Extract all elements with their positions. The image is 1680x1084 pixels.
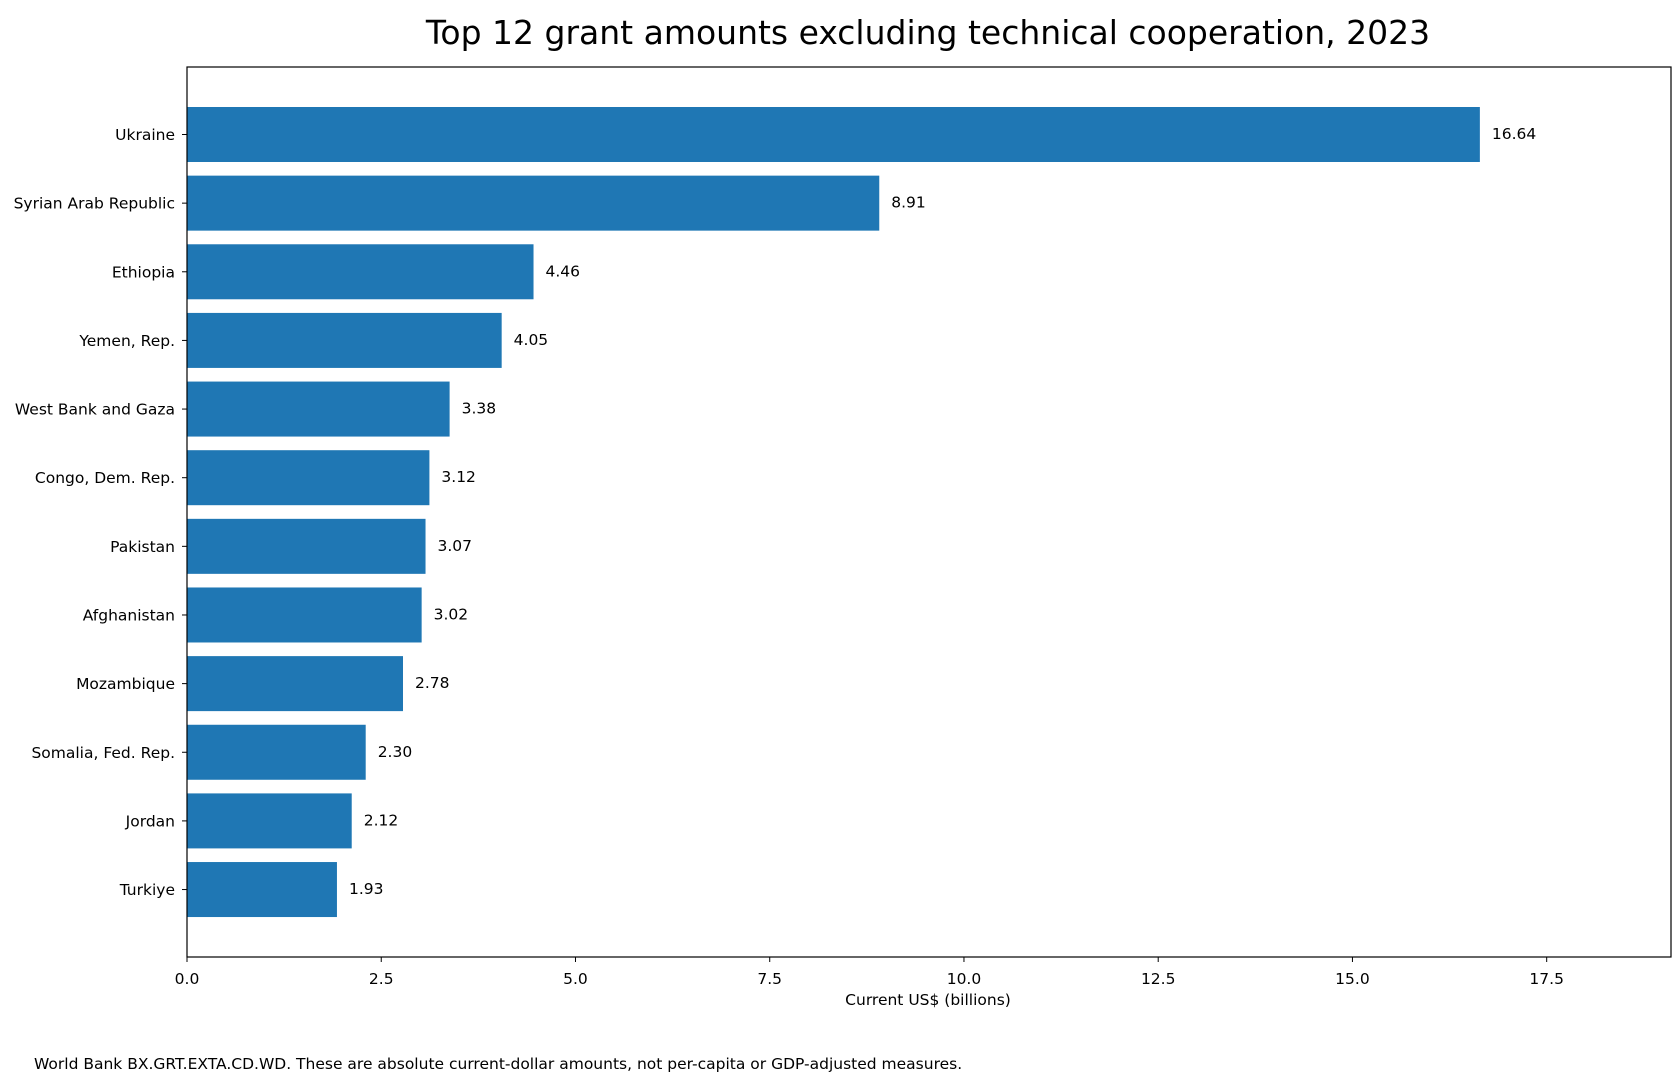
y-tick-label: Pakistan <box>110 538 175 556</box>
x-tick-label: 12.5 <box>1141 970 1176 988</box>
x-tick-label: 5.0 <box>563 970 588 988</box>
data-label: 3.12 <box>441 468 476 486</box>
x-axis-label: Current US$ (billions) <box>845 991 1011 1009</box>
data-label: 3.02 <box>434 605 469 623</box>
bar-syrian-arab-republic <box>187 175 880 231</box>
x-tick-label: 7.5 <box>757 970 782 988</box>
y-tick-label: Syrian Arab Republic <box>14 195 175 213</box>
y-tick-label: Jordan <box>125 812 175 830</box>
data-label: 2.30 <box>378 743 413 761</box>
bar-pakistan <box>187 518 426 574</box>
x-tick-label: 15.0 <box>1335 970 1370 988</box>
bar-turkiye <box>187 862 337 918</box>
y-tick-label: Somalia, Fed. Rep. <box>31 744 175 762</box>
y-tick-label: Ethiopia <box>112 263 175 281</box>
chart-title: Top 12 grant amounts excluding technical… <box>425 13 1430 52</box>
bar-congo-dem-rep <box>187 450 430 506</box>
x-tick-label: 2.5 <box>369 970 394 988</box>
bar-afghanistan <box>187 587 422 643</box>
data-label: 4.05 <box>514 331 549 349</box>
y-tick-label: Ukraine <box>115 126 175 144</box>
bar-ethiopia <box>187 244 534 300</box>
x-tick-label: 17.5 <box>1529 970 1564 988</box>
x-tick-label: 0.0 <box>175 970 200 988</box>
plot-area: Ukraine 16.64 Syrian Arab Republic 8.91 Ethi… <box>14 66 1672 988</box>
bar-somalia-fed-rep <box>187 724 366 780</box>
data-label: 2.12 <box>364 811 399 829</box>
bar-jordan <box>187 793 352 849</box>
data-label: 16.64 <box>1492 125 1536 143</box>
y-tick-label: Congo, Dem. Rep. <box>35 469 175 487</box>
data-label: 2.78 <box>415 674 450 692</box>
data-label: 3.38 <box>462 400 497 418</box>
y-tick-label: West Bank and Gaza <box>15 401 175 419</box>
data-label: 4.46 <box>546 262 581 280</box>
data-label: 8.91 <box>891 194 926 212</box>
bar-ukraine <box>187 107 1480 162</box>
bar-yemen-rep <box>187 312 502 368</box>
bar-mozambique <box>187 656 403 712</box>
y-tick-label: Turkiye <box>119 881 175 899</box>
data-label: 3.07 <box>438 537 473 555</box>
plot-frame <box>186 66 1672 958</box>
y-tick-label: Yemen, Rep. <box>78 332 175 350</box>
footnote: World Bank BX.GRT.EXTA.CD.WD. These are … <box>34 1055 962 1073</box>
y-tick-label: Afghanistan <box>83 606 175 624</box>
y-tick-label: Mozambique <box>76 675 175 693</box>
x-tick-label: 10.0 <box>947 970 982 988</box>
bar-west-bank-and-gaza <box>187 381 450 437</box>
data-label: 1.93 <box>349 880 384 898</box>
